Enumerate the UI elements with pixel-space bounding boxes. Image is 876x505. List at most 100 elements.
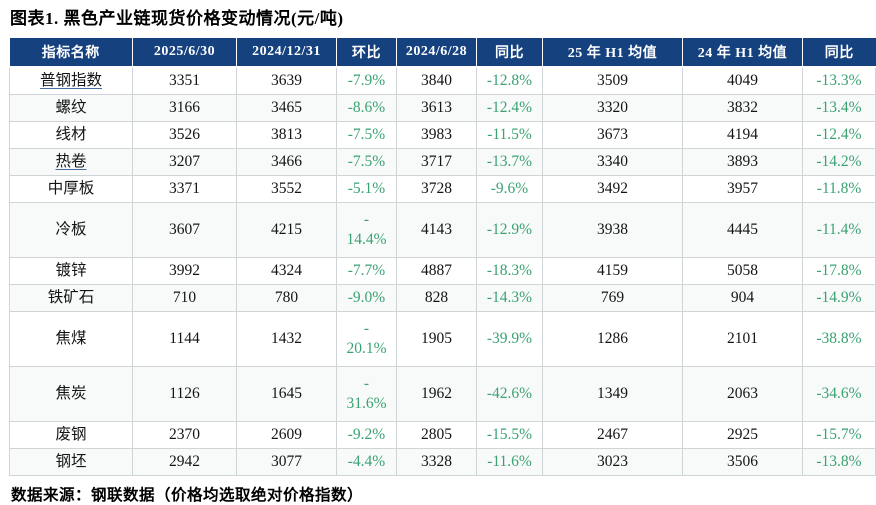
indicator-name-cell: 冷板 <box>9 201 133 258</box>
percent-change-cell: -11.4% <box>802 201 876 258</box>
percent-change-cell: -9.0% <box>336 283 397 312</box>
price-value-cell: 3340 <box>542 147 683 176</box>
indicator-link[interactable]: 普钢指数 <box>39 72 102 90</box>
indicator-link[interactable]: 热卷 <box>55 152 87 170</box>
price-value-cell: 4143 <box>396 201 477 258</box>
percent-change-cell: -4.4% <box>336 447 397 476</box>
price-value-cell: 2942 <box>132 447 237 476</box>
price-value-cell: 769 <box>542 283 683 312</box>
percent-change-cell: -15.7% <box>802 420 876 449</box>
price-value-cell: 3607 <box>132 201 237 258</box>
price-value-cell: 3728 <box>396 174 477 203</box>
table-row: 焦煤 1144 1432- 20.1% 1905 -39.9% 1286 2101 -38.8… <box>9 310 876 367</box>
price-value-cell: 2609 <box>236 420 337 449</box>
percent-change-cell: -7.7% <box>336 256 397 285</box>
price-value-cell: 1144 <box>132 310 237 367</box>
percent-change-cell: -7.5% <box>336 120 397 149</box>
price-value-cell: 4215 <box>236 201 337 258</box>
price-value-cell: 3492 <box>542 174 683 203</box>
table-row: 铁矿石 710 780 -9.0% 828 -14.3% 769 904 -14.9% <box>9 283 876 312</box>
percent-change-cell: -18.3% <box>476 256 543 285</box>
column-header: 同比 <box>476 38 543 68</box>
percent-change-cell: -34.6% <box>802 365 876 422</box>
percent-change-cell: -12.4% <box>476 93 543 122</box>
column-header: 25 年 H1 均值 <box>542 38 683 68</box>
price-value-cell: 2925 <box>682 420 803 449</box>
price-value-cell: 3207 <box>132 147 237 176</box>
price-value-cell: 4887 <box>396 256 477 285</box>
price-value-cell: 4445 <box>682 201 803 258</box>
percent-change-cell: -38.8% <box>802 310 876 367</box>
price-value-cell: 780 <box>236 283 337 312</box>
table-row: 镀锌 3992 4324 -7.7% 4887 -18.3% 4159 5058 -17.8% <box>9 256 876 285</box>
price-value-cell: 3077 <box>236 447 337 476</box>
price-value-cell: 3552 <box>236 174 337 203</box>
percent-change-cell: -9.2% <box>336 420 397 449</box>
price-value-cell: 4194 <box>682 120 803 149</box>
indicator-name-cell: 废钢 <box>9 420 133 449</box>
price-value-cell: 2805 <box>396 420 477 449</box>
table-row: 普钢指数 3351 3639 -7.9% 3840 -12.8% 3509 4049 -13.3… <box>9 66 876 95</box>
percent-change-cell: -13.8% <box>802 447 876 476</box>
percent-change-cell: -7.9% <box>336 66 397 95</box>
price-value-cell: 4049 <box>682 66 803 95</box>
price-value-cell: 3840 <box>396 66 477 95</box>
price-value-cell: 3832 <box>682 93 803 122</box>
indicator-label: 铁矿石 <box>47 288 95 306</box>
percent-change-cell: -14.2% <box>802 147 876 176</box>
table-row: 螺纹 3166 3465 -8.6% 3613 -12.4% 3320 3832 -13.4% <box>9 93 876 122</box>
price-value-cell: 904 <box>682 283 803 312</box>
percent-change-cell: - 20.1% <box>336 310 397 367</box>
percent-change-cell: -14.9% <box>802 283 876 312</box>
price-value-cell: 1645 <box>236 365 337 422</box>
price-value-cell: 3673 <box>542 120 683 149</box>
indicator-label: 线材 <box>55 125 87 143</box>
percent-change-cell: -5.1% <box>336 174 397 203</box>
price-value-cell: 1962 <box>396 365 477 422</box>
table-row: 废钢 2370 2609 -9.2% 2805 -15.5% 2467 2925 -15.7% <box>9 420 876 449</box>
percent-change-cell: - 14.4% <box>336 201 397 258</box>
price-value-cell: 3938 <box>542 201 683 258</box>
indicator-name-cell: 中厚板 <box>9 174 133 203</box>
price-value-cell: 2101 <box>682 310 803 367</box>
price-value-cell: 1432 <box>236 310 337 367</box>
percent-change-cell: -17.8% <box>802 256 876 285</box>
price-value-cell: 1126 <box>132 365 237 422</box>
indicator-name-cell: 普钢指数 <box>9 66 133 95</box>
indicator-name-cell: 线材 <box>9 120 133 149</box>
table-row: 焦炭 1126 1645- 31.6% 1962 -42.6% 1349 2063 -34.6… <box>9 365 876 422</box>
indicator-name-cell: 铁矿石 <box>9 283 133 312</box>
price-value-cell: 4159 <box>542 256 683 285</box>
table-row: 中厚板 3371 3552 -5.1% 3728 -9.6% 3492 3957 -11.8% <box>9 174 876 203</box>
percent-change-cell: -42.6% <box>476 365 543 422</box>
price-value-cell: 828 <box>396 283 477 312</box>
price-value-cell: 3813 <box>236 120 337 149</box>
price-value-cell: 3328 <box>396 447 477 476</box>
data-source-note: 数据来源：钢联数据（价格均选取绝对价格指数） <box>11 486 364 504</box>
price-value-cell: 3717 <box>396 147 477 176</box>
percent-change-cell: -13.7% <box>476 147 543 176</box>
price-value-cell: 3893 <box>682 147 803 176</box>
column-header: 2025/6/30 <box>132 38 237 68</box>
percent-change-cell: -11.5% <box>476 120 543 149</box>
indicator-label: 废钢 <box>55 425 87 443</box>
column-header: 同比 <box>802 38 876 68</box>
percent-change-cell: -12.8% <box>476 66 543 95</box>
column-header: 指标名称 <box>9 38 133 68</box>
indicator-label: 螺纹 <box>55 98 87 116</box>
price-value-cell: 3023 <box>542 447 683 476</box>
price-value-cell: 5058 <box>682 256 803 285</box>
price-value-cell: 3506 <box>682 447 803 476</box>
percent-change-cell: - 31.6% <box>336 365 397 422</box>
column-header: 24 年 H1 均值 <box>682 38 803 68</box>
indicator-label: 镀锌 <box>55 261 87 279</box>
price-value-cell: 3371 <box>132 174 237 203</box>
price-value-cell: 3465 <box>236 93 337 122</box>
percent-change-cell: -15.5% <box>476 420 543 449</box>
percent-change-cell: -12.4% <box>802 120 876 149</box>
indicator-name-cell: 热卷 <box>9 147 133 176</box>
percent-change-cell: -8.6% <box>336 93 397 122</box>
price-value-cell: 3509 <box>542 66 683 95</box>
indicator-name-cell: 钢坯 <box>9 447 133 476</box>
